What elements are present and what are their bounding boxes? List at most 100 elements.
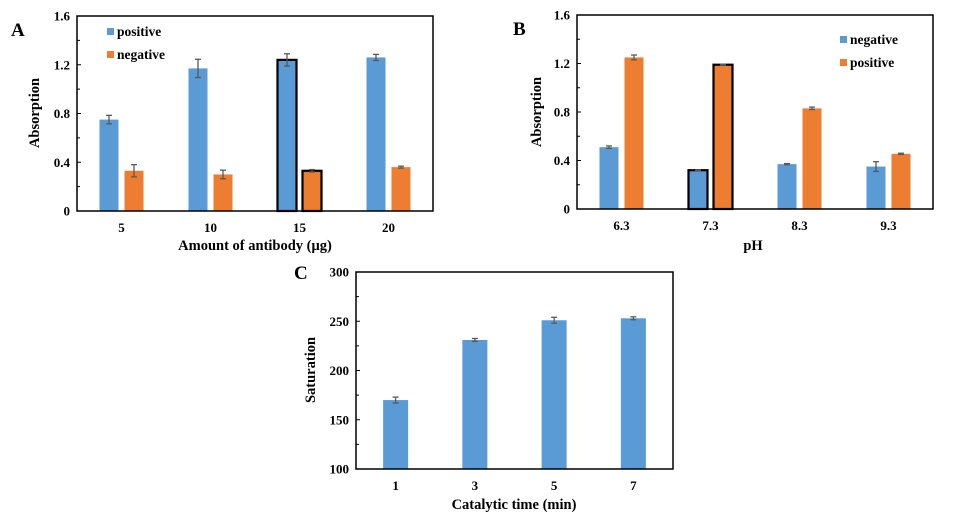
chart-a-ytick-label: 0.4 [54, 155, 71, 170]
chart-b-xtick-label: 8.3 [791, 218, 808, 233]
chart-b-ytick-label: 1.2 [554, 56, 570, 71]
chart-b-error-bar [695, 169, 701, 172]
chart-a-bar-positive [99, 119, 119, 211]
chart-a-legend-item: negative [107, 47, 165, 62]
chart-c-error-bar [471, 337, 478, 343]
chart-c-ytick-label: 100 [330, 462, 350, 477]
legend-label: positive [850, 55, 894, 70]
chart-b-bar-negative [687, 169, 709, 211]
chart-c-ytick-label: 300 [330, 265, 350, 280]
chart-b-ytick-label: 0.8 [554, 105, 571, 120]
chart-c-ytick-label: 150 [330, 412, 350, 427]
chart-b-bar-positive [624, 57, 644, 209]
chart-c-error-bar [630, 316, 637, 321]
chart-b-ytick-label: 0.4 [554, 153, 571, 168]
panel-label-c: C [294, 263, 308, 284]
chart-c-x-axis-title: Catalytic time (min) [452, 497, 577, 513]
chart-a-x-axis-title: Amount of antibody (μg) [178, 238, 332, 254]
chart-a-xtick-label: 10 [204, 220, 217, 235]
chart-a-bar-negative [301, 169, 323, 213]
panel-label-b: B [513, 19, 526, 40]
chart-a-error-bar [284, 53, 290, 67]
legend-swatch [840, 59, 847, 66]
chart-c-error-bar [392, 396, 399, 404]
chart-b-bar-negative [777, 164, 797, 209]
chart-b-error-bar [784, 162, 790, 166]
chart-a-bar-positive [366, 57, 386, 211]
chart-a-ytick-label: 0 [64, 204, 71, 219]
legend-label: negative [850, 32, 898, 47]
chart-c-xticks: 1 3 5 7 [392, 478, 637, 493]
chart-a-bar-negative [124, 170, 144, 211]
chart-b-xtick-label: 6.3 [613, 218, 630, 233]
chart-c-bar-saturation [541, 320, 567, 469]
chart-a-bar-positive [188, 68, 208, 211]
chart-b-ytick-label: 0 [564, 202, 571, 217]
chart-a-legend: positive negative [107, 24, 165, 62]
chart-a-bar-negative [213, 174, 233, 211]
chart-b-bar-negative [866, 166, 886, 209]
chart-c-xtick-label: 1 [392, 478, 399, 493]
chart-b-y-axis-title: Absorption [529, 77, 545, 147]
chart-c-y-axis-title: Saturation [303, 337, 319, 403]
chart-b-bar-negative [599, 147, 619, 209]
chart-c-bars [383, 316, 646, 469]
chart-a-error-bar [106, 114, 112, 125]
chart-a-error-bar [398, 165, 404, 169]
chart-b-x-axis-title: pH [743, 238, 763, 254]
chart-b-bar-positive [802, 108, 822, 209]
chart-a-bar-positive [276, 58, 298, 213]
chart-a-yticks: 0 0.4 0.8 1.2 1.6 [54, 9, 81, 219]
chart-c-ytick-label: 200 [330, 363, 350, 378]
panel-label-a: A [11, 20, 25, 41]
chart-c-xtick-label: 5 [551, 478, 558, 493]
chart-b: B 0 0.4 0.8 1.2 1.6 6.3 7.3 8.3 9.3 pH Absorpti… [513, 8, 934, 254]
legend-label: negative [117, 47, 165, 62]
chart-b-legend-item: positive [840, 55, 894, 70]
chart-c-bar-saturation [620, 318, 646, 469]
chart-a-error-bar [131, 164, 137, 178]
chart-a-bar-negative [391, 167, 411, 211]
chart-b-bars [599, 54, 911, 211]
chart-a-y-axis-title: Absorption [27, 78, 43, 148]
chart-a-error-bar [373, 53, 379, 62]
chart-a-error-bar [220, 169, 226, 180]
chart-b-bar-positive [712, 63, 734, 211]
chart-b-yticks: 0 0.4 0.8 1.2 1.6 [554, 8, 581, 217]
legend-label: positive [117, 24, 161, 39]
chart-b-legend-item: negative [840, 32, 898, 47]
chart-a-error-bar [195, 58, 201, 79]
legend-swatch [840, 36, 847, 43]
chart-b-legend: negative positive [840, 32, 898, 70]
chart-b-error-bar [631, 54, 637, 61]
chart-c-error-bar [551, 316, 558, 324]
chart-c-bar-saturation [462, 339, 488, 469]
chart-b-error-bar [898, 152, 904, 156]
chart-a-xtick-label: 15 [293, 220, 307, 235]
chart-c: C 100 150 200 250 300 1 3 5 7 Catalytic time (m… [294, 263, 674, 513]
chart-b-error-bar [720, 63, 726, 66]
chart-b-xtick-label: 7.3 [702, 218, 719, 233]
legend-swatch [107, 28, 114, 35]
chart-b-error-bar [606, 145, 612, 150]
chart-b-bar-positive [891, 153, 911, 209]
chart-a-xticks: 5 10 15 20 [118, 220, 395, 235]
chart-a-xtick-label: 5 [118, 220, 125, 235]
chart-a-ytick-label: 1.2 [54, 57, 70, 72]
chart-a-ytick-label: 1.6 [54, 9, 71, 24]
chart-c-xtick-label: 7 [630, 478, 637, 493]
chart-b-error-bar [873, 161, 879, 173]
chart-b-xtick-label: 9.3 [880, 218, 897, 233]
chart-b-xticks: 6.3 7.3 8.3 9.3 [613, 218, 897, 233]
chart-c-bar-saturation [383, 400, 409, 469]
chart-a: A 0 0.4 0.8 1.2 1.6 5 10 15 20 Amount of antibo… [11, 9, 434, 254]
chart-a-error-bar [309, 168, 315, 173]
chart-c-yticks: 100 150 200 250 300 [330, 265, 360, 477]
chart-a-xtick-label: 20 [382, 220, 395, 235]
chart-b-error-bar [809, 106, 815, 111]
chart-c-ytick-label: 250 [330, 314, 350, 329]
chart-a-ytick-label: 0.8 [54, 106, 71, 121]
chart-b-ytick-label: 1.6 [554, 8, 571, 23]
chart-a-bars [99, 53, 411, 213]
